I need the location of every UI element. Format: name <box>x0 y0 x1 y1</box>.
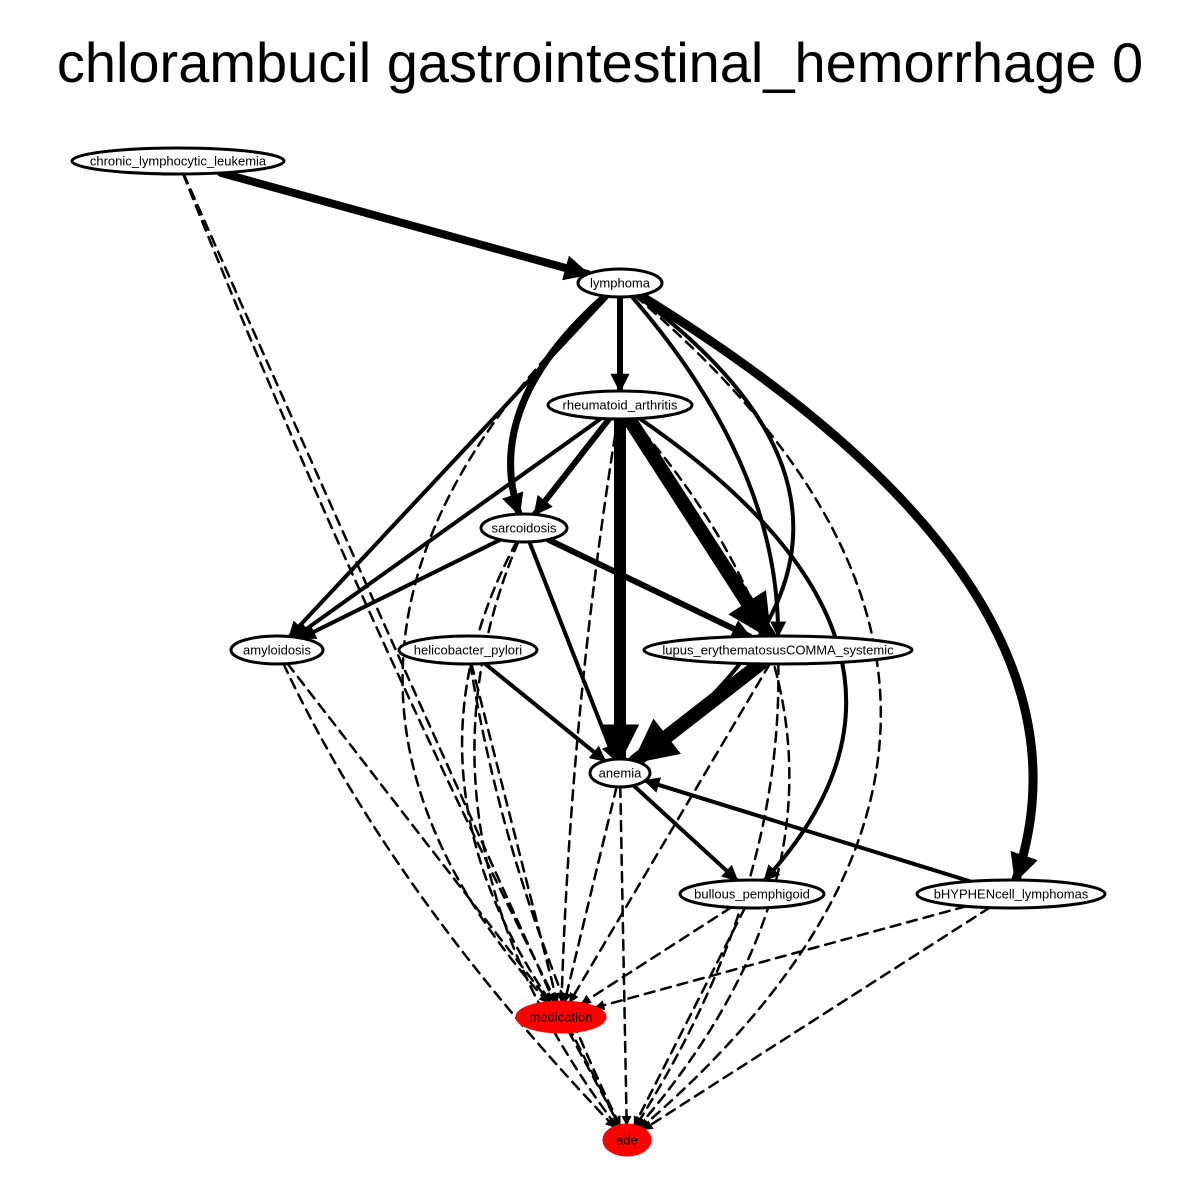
edge-sarcoidosis-to-anemia <box>527 539 617 762</box>
node-shape-anemia <box>588 757 652 789</box>
node-ade: ade <box>602 1123 652 1157</box>
edge-sarcoidosis-to-sle <box>545 536 753 640</box>
graph-title: chlorambucil gastrointestinal_hemorrhage… <box>57 31 1143 94</box>
edges-layer <box>181 168 1038 1131</box>
edge-cll-to-ade <box>181 172 621 1128</box>
edge-anemia-to-medication <box>561 785 618 1004</box>
node-shape-bcl <box>915 878 1107 910</box>
node-hp: helicobacter_pylori <box>397 634 539 666</box>
node-shape-medication <box>515 1000 607 1034</box>
edge-lymphoma-to-bcl <box>635 290 1038 885</box>
edge-bp-to-medication <box>580 906 733 1005</box>
edge-hp-to-anemia <box>482 661 607 763</box>
edge-cll-to-lymphoma <box>217 168 592 281</box>
edge-anemia-to-bp <box>631 783 740 883</box>
node-label-sarcoidosis: sarcoidosis <box>491 521 557 536</box>
node-label-amyloidosis: amyloidosis <box>243 643 311 658</box>
node-label-bcl: bHYPHENcell_lymphomas <box>934 887 1089 902</box>
node-amyloidosis: amyloidosis <box>229 634 325 666</box>
node-label-sle: lupus_erythematosusCOMMA_systemic <box>662 643 894 658</box>
node-shape-ra <box>546 389 694 421</box>
edge-amyloidosis-to-medication <box>286 662 552 1004</box>
nodes-layer: chronic_lymphocytic_leukemia lymphoma rheu… <box>70 146 1107 1157</box>
node-label-ra: rheumatoid_arthritis <box>563 398 678 413</box>
edge-cll-to-medication <box>182 172 556 1004</box>
edge-sle-to-medication <box>568 662 771 1004</box>
edge-anemia-to-ade <box>619 785 632 1127</box>
edge-sarcoidosis-to-medication <box>460 540 553 1004</box>
node-bcl: bHYPHENcell_lymphomas <box>915 878 1107 910</box>
node-shape-sle <box>642 634 914 666</box>
node-medication: medication <box>515 1000 607 1034</box>
edge-bcl-to-anemia <box>643 777 973 884</box>
edge-ra-to-ade <box>630 417 791 1129</box>
edge-bcl-to-ade <box>642 906 991 1131</box>
node-label-ade: ade <box>616 1133 638 1148</box>
node-sle: lupus_erythematosusCOMMA_systemic <box>642 634 914 666</box>
node-label-lymphoma: lymphoma <box>590 276 651 291</box>
edge-lymphoma-to-ade <box>634 294 883 1130</box>
node-shape-ade <box>602 1123 652 1157</box>
node-ra: rheumatoid_arthritis <box>546 389 694 421</box>
node-anemia: anemia <box>588 757 652 789</box>
edge-sle-to-anemia <box>628 656 768 768</box>
node-bp: bullous_pemphigoid <box>678 878 826 910</box>
node-label-anemia: anemia <box>599 766 642 781</box>
edge-sle-to-ade <box>634 662 780 1128</box>
edge-amyloidosis-to-ade <box>282 662 617 1129</box>
node-cll: chronic_lymphocytic_leukemia <box>70 146 286 176</box>
node-label-hp: helicobacter_pylori <box>414 643 523 658</box>
edge-hp-to-medication <box>470 662 560 1004</box>
edge-lymphoma-to-sle <box>629 294 787 638</box>
node-shape-bp <box>678 878 826 910</box>
edge-sarcoidosis-to-amyloidosis <box>299 537 503 641</box>
node-shape-cll <box>70 146 286 176</box>
edge-medication-to-ade <box>567 1030 621 1128</box>
node-shape-sarcoidosis <box>479 512 569 544</box>
edge-ra-to-sle <box>622 411 776 643</box>
node-label-cll: chronic_lymphocytic_leukemia <box>90 154 267 169</box>
node-shape-lymphoma <box>576 267 664 299</box>
edge-ra-to-sarcoidosis <box>531 415 613 518</box>
edge-ra-to-amyloidosis <box>293 416 604 640</box>
node-lymphoma: lymphoma <box>576 267 664 299</box>
node-sarcoidosis: sarcoidosis <box>479 512 569 544</box>
node-label-medication: medication <box>530 1010 593 1025</box>
edge-lymphoma-to-amyloidosis <box>287 294 610 639</box>
edge-bcl-to-medication <box>594 905 968 1011</box>
node-shape-amyloidosis <box>229 634 325 666</box>
edge-ra-to-medication <box>556 417 619 1004</box>
edge-sarcoidosis-to-ade <box>473 540 619 1128</box>
edge-bp-to-ade <box>632 906 747 1128</box>
edge-hp-to-ade <box>469 662 622 1127</box>
node-shape-hp <box>397 634 539 666</box>
node-label-bp: bullous_pemphigoid <box>694 887 810 902</box>
